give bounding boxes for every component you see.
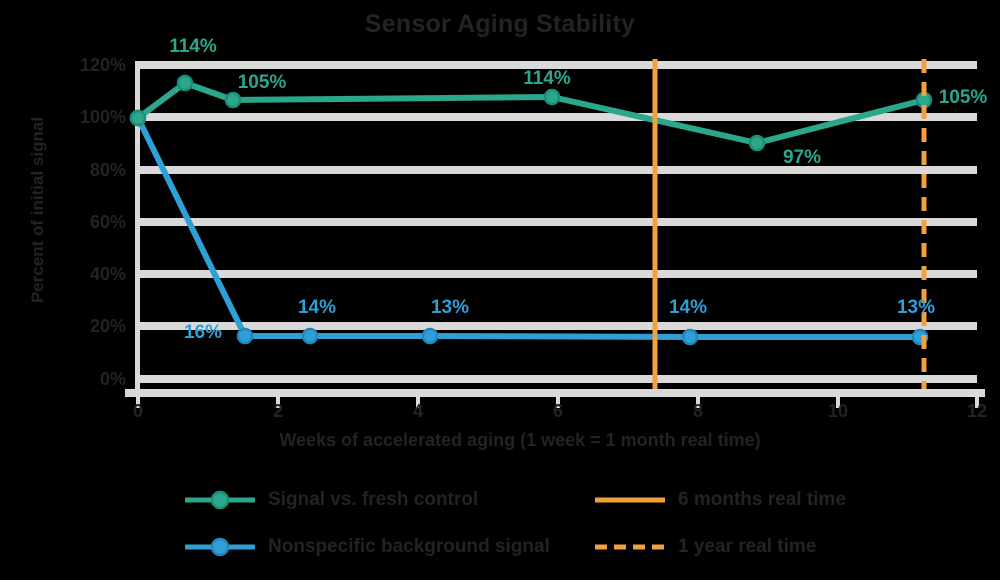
- blue-line-marker-swatch: [185, 535, 255, 559]
- gridline: [138, 218, 977, 226]
- legend-swatch-graphic: [185, 537, 255, 557]
- x-tick-label: 12: [967, 401, 987, 421]
- y-tick-label: 60%: [90, 212, 126, 232]
- legend-item-6-months-marker: 6 months real time: [595, 487, 846, 513]
- legend-label: 6 months real time: [678, 489, 846, 510]
- legend-swatch-marker: [210, 490, 230, 510]
- series-line-teal: [135, 80, 927, 146]
- series-line-blue: [135, 115, 923, 340]
- legend-label: Signal vs. fresh control: [268, 489, 479, 510]
- data-point-label: 105%: [939, 87, 988, 108]
- data-point-marker: [681, 328, 699, 346]
- x-tick: [276, 397, 280, 408]
- x-tick: [836, 397, 840, 408]
- legend-item-1-year-marker: 1 year real time: [595, 534, 816, 560]
- x-tick-label: 10: [828, 401, 848, 421]
- data-point-marker: [129, 109, 147, 127]
- x-tick-label: 6: [553, 401, 563, 421]
- x-axis-line: [125, 389, 985, 397]
- plot-area: 120% 100% 80% 60% 40% 20% 0% 0 2 4 6 8 10 12 16% 14% 13%…: [80, 36, 988, 421]
- x-tick-label: 2: [273, 401, 283, 421]
- data-point-marker: [421, 327, 439, 345]
- data-point-marker: [301, 327, 319, 345]
- data-point-marker: [236, 327, 254, 345]
- chart-title: Sensor Aging Stability: [364, 10, 636, 38]
- data-point-label: 13%: [431, 297, 469, 318]
- data-point-label: 114%: [523, 68, 571, 89]
- y-tick-label: 40%: [90, 264, 126, 284]
- legend-swatch-graphic: [185, 490, 255, 510]
- y-tick-label: 120%: [80, 55, 126, 75]
- y-axis-line: [135, 61, 140, 391]
- teal-line-marker-swatch: [185, 488, 255, 512]
- gridline: [138, 61, 977, 69]
- legend-label: Nonspecific background signal: [268, 536, 550, 557]
- x-tick-label: 0: [133, 401, 143, 421]
- data-point-label: 97%: [783, 147, 821, 168]
- x-tick: [696, 397, 700, 408]
- data-point-marker: [748, 134, 766, 152]
- gridline: [138, 375, 977, 383]
- data-point-marker: [543, 88, 561, 106]
- data-point-label: 16%: [184, 322, 222, 343]
- gridline: [138, 322, 977, 330]
- gridline: [138, 166, 977, 174]
- y-tick-label: 100%: [80, 107, 126, 127]
- x-tick-label: 8: [693, 401, 703, 421]
- orange-solid-line-swatch: [595, 488, 665, 512]
- x-tick: [975, 397, 979, 408]
- data-point-label: 14%: [669, 297, 707, 318]
- data-point-marker: [176, 74, 194, 92]
- y-tick-label: 20%: [90, 316, 126, 336]
- y-tick-label: 0%: [100, 369, 126, 389]
- legend-swatch-graphic: [595, 544, 665, 550]
- legend-swatch-graphic: [595, 497, 665, 503]
- data-point-label: 14%: [298, 297, 336, 318]
- x-tick: [416, 397, 420, 408]
- x-tick: [136, 397, 140, 408]
- data-point-label: 13%: [897, 297, 935, 318]
- legend-item-signal-vs-control: Signal vs. fresh control: [185, 487, 478, 513]
- legend-swatch-marker: [210, 537, 230, 557]
- x-axis-title: Weeks of accelerated aging (1 week = 1 m…: [279, 430, 761, 450]
- legend-label: 1 year real time: [678, 536, 817, 557]
- gridline: [138, 113, 977, 121]
- data-point-label: 105%: [238, 72, 287, 93]
- x-tick-label: 4: [413, 401, 423, 421]
- y-tick-label: 80%: [90, 160, 126, 180]
- gridline: [138, 270, 977, 278]
- legend-item-background-signal: Nonspecific background signal: [185, 534, 550, 560]
- x-tick: [556, 397, 560, 408]
- data-point-marker: [224, 91, 242, 109]
- data-point-label: 114%: [169, 36, 217, 57]
- orange-dashed-line-swatch: [595, 535, 665, 559]
